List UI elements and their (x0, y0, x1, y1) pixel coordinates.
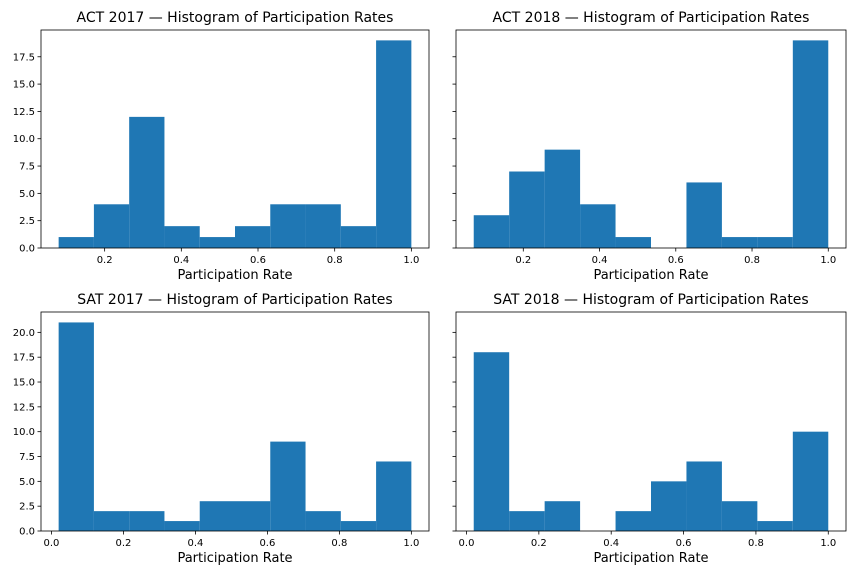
x-axis-label: Participation Rate (177, 551, 292, 566)
histogram-bar (509, 511, 545, 531)
histogram-bar (473, 215, 510, 248)
y-tick-label: 0.0 (19, 244, 35, 255)
histogram-bar (615, 511, 651, 531)
histogram-bar (199, 237, 235, 248)
histogram-bar (58, 237, 94, 248)
y-tick-label: 2.5 (19, 216, 35, 227)
y-tick-label: 12.5 (13, 107, 35, 118)
histogram-bar (340, 521, 377, 531)
histogram-bar (686, 461, 722, 531)
x-tick-label: 0.6 (250, 255, 266, 266)
x-tick-label: 0.8 (327, 255, 343, 266)
histogram-bar (129, 511, 165, 531)
histogram-bar (164, 521, 200, 531)
histogram-bar (340, 226, 377, 248)
y-tick-label: 15.0 (13, 378, 35, 389)
x-tick-label: 0.2 (115, 538, 131, 549)
histogram-bar (305, 511, 341, 531)
histogram-bar (544, 501, 581, 531)
y-tick-label: 20.0 (13, 328, 35, 339)
y-tick-label: 5.0 (19, 477, 35, 488)
histogram-bar (792, 40, 829, 248)
histogram-bar (235, 501, 271, 531)
x-tick-label: 0.4 (187, 538, 203, 549)
histogram-bar (721, 237, 758, 248)
x-tick-label: 0.8 (331, 538, 347, 549)
chart-panel-3: 0.0 0.2 0.4 0.6 0.8 1.0 0.0 2.5 5.0 7.5 10.0 12.5 15… (13, 292, 430, 566)
y-tick-label: 2.5 (19, 502, 35, 513)
chart-panel-2: 0.2 0.4 0.6 0.8 1.0 ACT 2018 — Histogram of P… (452, 10, 847, 283)
y-tick-label: 17.5 (13, 52, 35, 63)
histogram-bar (473, 352, 510, 531)
x-tick-label: 0.4 (603, 538, 619, 549)
x-tick-label: 0.0 (43, 538, 59, 549)
x-tick-label: 1.0 (820, 255, 836, 266)
histogram-bar (686, 182, 722, 248)
x-tick-label: 0.6 (259, 538, 275, 549)
x-axis-label: Participation Rate (593, 268, 708, 283)
y-tick-label: 7.5 (19, 162, 35, 173)
x-tick-label: 0.6 (668, 255, 684, 266)
x-tick-label: 0.4 (173, 255, 189, 266)
histogram-bar (376, 461, 412, 531)
chart-panel-4: 0.0 0.2 0.4 0.6 0.8 1.0 SAT 2018 — Histogram o… (452, 292, 847, 566)
histogram-bar (721, 501, 758, 531)
y-tick-label: 10.0 (13, 427, 35, 438)
x-tick-label: 0.6 (676, 538, 692, 549)
y-tick-label: 7.5 (19, 452, 35, 463)
histogram-bar (58, 322, 94, 531)
chart-title: ACT 2017 — Histogram of Participation Ra… (77, 10, 394, 26)
histogram-bar (270, 204, 306, 248)
histogram-bar (270, 441, 306, 531)
histogram-bar (376, 40, 412, 248)
histogram-bar (235, 226, 271, 248)
histogram-bar (509, 171, 545, 248)
histogram-bar (305, 204, 341, 248)
x-tick-label: 0.8 (744, 255, 760, 266)
x-tick-label: 0.2 (97, 255, 113, 266)
histogram-bar (757, 521, 793, 531)
x-tick-label: 1.0 (820, 538, 836, 549)
y-tick-label: 12.5 (13, 402, 35, 413)
y-tick-label: 15.0 (13, 80, 35, 91)
x-tick-label: 0.0 (459, 538, 475, 549)
chart-panel-1: 0.2 0.4 0.6 0.8 1.0 0.0 2.5 5.0 7.5 10.0 12.5 15.0 1… (13, 10, 430, 283)
chart-title: SAT 2018 — Histogram of Participation Ra… (493, 292, 808, 308)
histogram-bar (93, 511, 130, 531)
x-tick-label: 1.0 (403, 538, 419, 549)
axes-frame (40, 311, 430, 532)
axes-frame (455, 311, 847, 532)
y-tick-label: 17.5 (13, 353, 35, 364)
x-tick-label: 0.8 (748, 538, 764, 549)
histogram-bar (757, 237, 793, 248)
histogram-bar (544, 149, 581, 248)
chart-title: SAT 2017 — Histogram of Participation Ra… (77, 292, 392, 308)
histogram-bar (651, 481, 687, 531)
chart-title: ACT 2018 — Histogram of Participation Ra… (493, 10, 810, 26)
histogram-bar (199, 501, 235, 531)
histogram-bar (580, 204, 616, 248)
y-tick-label: 5.0 (19, 189, 35, 200)
y-tick-label: 0.0 (19, 527, 35, 538)
x-tick-label: 1.0 (403, 255, 419, 266)
histogram-bar (615, 237, 651, 248)
histogram-bar (129, 116, 165, 249)
x-axis-label: Participation Rate (177, 268, 292, 283)
histogram-bar (93, 204, 130, 248)
histogram-bar (164, 226, 200, 248)
y-tick-label: 10.0 (13, 134, 35, 145)
x-tick-label: 0.2 (531, 538, 547, 549)
x-tick-label: 0.4 (592, 255, 608, 266)
x-tick-label: 0.2 (515, 255, 531, 266)
x-axis-label: Participation Rate (593, 551, 708, 566)
histogram-bar (792, 431, 829, 531)
